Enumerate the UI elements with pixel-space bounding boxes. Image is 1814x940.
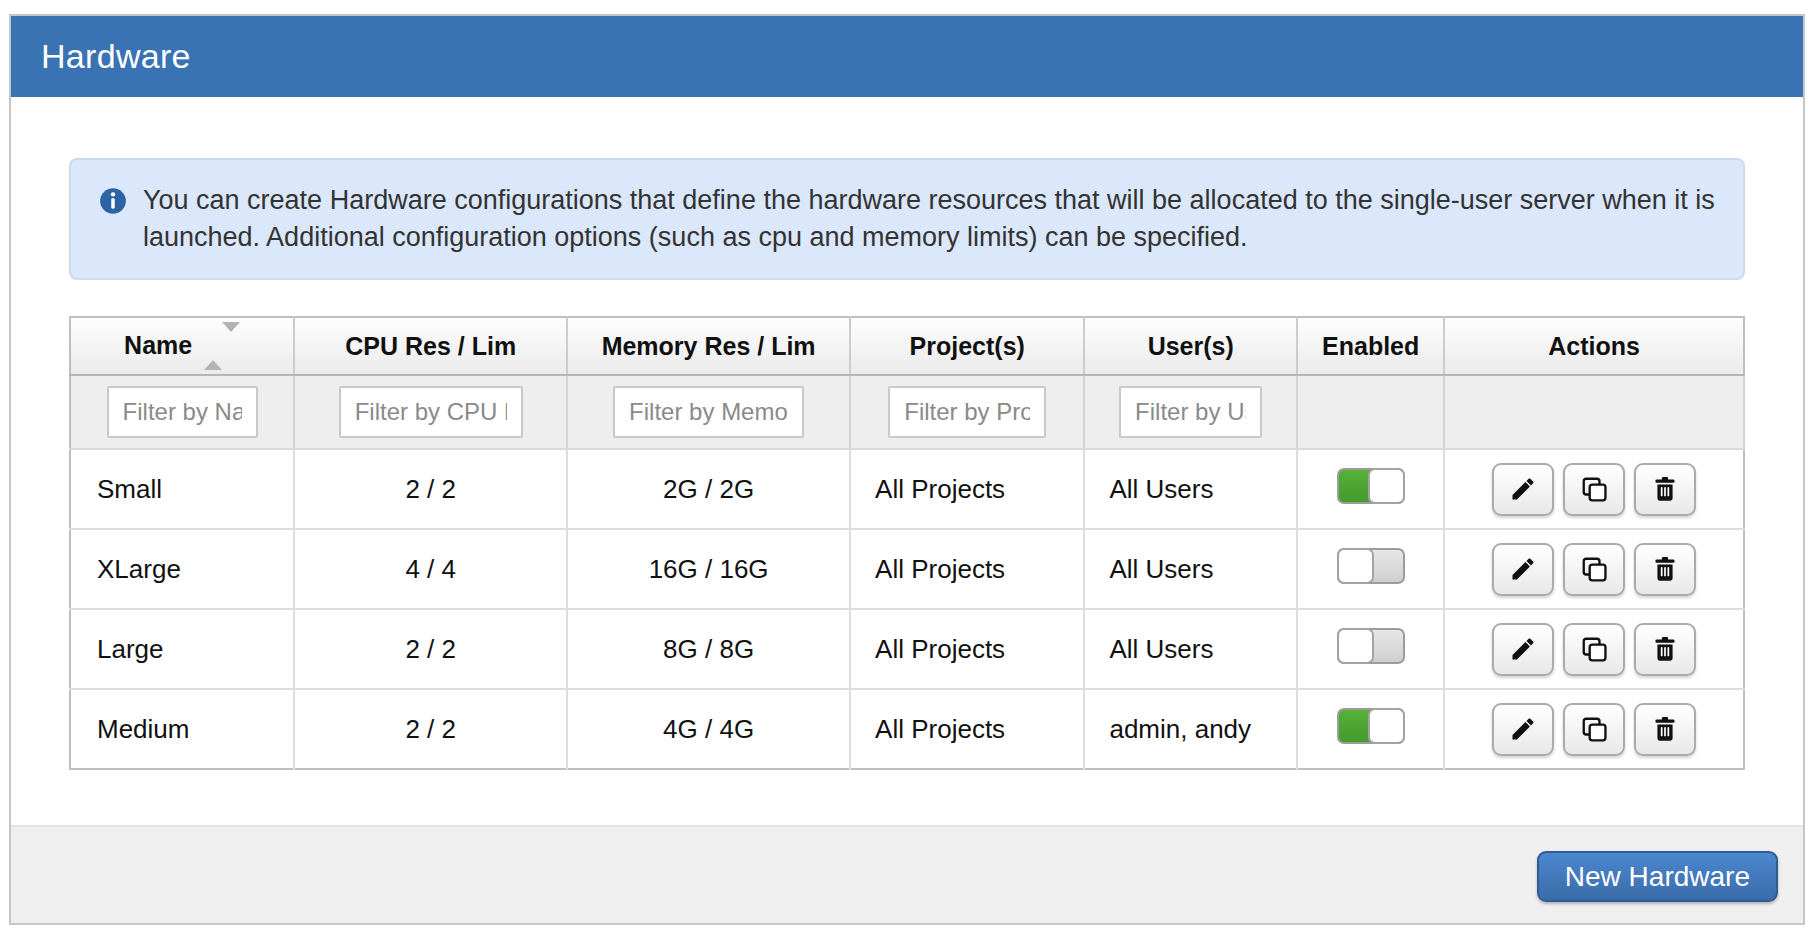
cell-cpu: 2 / 2	[294, 689, 567, 769]
column-header-enabled: Enabled	[1297, 317, 1444, 375]
cell-cpu: 2 / 2	[294, 609, 567, 689]
hardware-table-wrap: Name CPU Res / Lim Memory Res / Lim Proj…	[69, 316, 1745, 770]
cell-projects: All Projects	[850, 529, 1084, 609]
table-row: Small 2 / 2 2G / 2G All Projects All Use…	[70, 449, 1744, 529]
clone-button[interactable]	[1563, 703, 1625, 756]
copy-icon	[1580, 475, 1608, 503]
pencil-icon	[1509, 715, 1537, 743]
toggle-knob	[1368, 708, 1405, 744]
enabled-toggle[interactable]	[1337, 708, 1405, 744]
cell-cpu: 4 / 4	[294, 529, 567, 609]
filter-row	[70, 375, 1744, 449]
new-hardware-button[interactable]: New Hardware	[1537, 851, 1778, 902]
cell-memory: 4G / 4G	[567, 689, 850, 769]
cell-enabled	[1297, 449, 1444, 529]
cell-enabled	[1297, 529, 1444, 609]
panel-footer: New Hardware	[11, 825, 1803, 923]
enabled-toggle[interactable]	[1337, 628, 1405, 664]
cell-actions	[1444, 449, 1744, 529]
filter-input-memory[interactable]	[613, 386, 804, 438]
delete-button[interactable]	[1634, 623, 1696, 676]
cell-users: All Users	[1084, 609, 1297, 689]
filter-input-projects[interactable]	[888, 386, 1046, 438]
delete-button[interactable]	[1634, 463, 1696, 516]
cell-enabled	[1297, 689, 1444, 769]
column-header-actions: Actions	[1444, 317, 1744, 375]
pencil-icon	[1509, 635, 1537, 663]
clone-button[interactable]	[1563, 543, 1625, 596]
cell-memory: 8G / 8G	[567, 609, 850, 689]
sort-icon[interactable]	[204, 332, 240, 361]
alert-text: You can create Hardware configurations t…	[143, 182, 1715, 256]
edit-button[interactable]	[1492, 463, 1554, 516]
info-alert: You can create Hardware configurations t…	[69, 158, 1745, 280]
clone-button[interactable]	[1563, 623, 1625, 676]
cell-memory: 16G / 16G	[567, 529, 850, 609]
edit-button[interactable]	[1492, 703, 1554, 756]
cell-projects: All Projects	[850, 449, 1084, 529]
trash-icon	[1651, 715, 1679, 743]
column-header-name[interactable]: Name	[70, 317, 294, 375]
cell-name: Large	[70, 609, 294, 689]
trash-icon	[1651, 475, 1679, 503]
header-row: Name CPU Res / Lim Memory Res / Lim Proj…	[70, 317, 1744, 375]
cell-memory: 2G / 2G	[567, 449, 850, 529]
edit-button[interactable]	[1492, 623, 1554, 676]
column-header-users: User(s)	[1084, 317, 1297, 375]
copy-icon	[1580, 555, 1608, 583]
toggle-knob	[1368, 468, 1405, 504]
filter-input-users[interactable]	[1119, 386, 1262, 438]
column-header-memory: Memory Res / Lim	[567, 317, 850, 375]
toggle-knob	[1337, 548, 1374, 584]
page-title: Hardware	[11, 37, 191, 76]
enabled-toggle[interactable]	[1337, 468, 1405, 504]
pencil-icon	[1509, 475, 1537, 503]
enabled-toggle[interactable]	[1337, 548, 1405, 584]
cell-cpu: 2 / 2	[294, 449, 567, 529]
pencil-icon	[1509, 555, 1537, 583]
delete-button[interactable]	[1634, 703, 1696, 756]
edit-button[interactable]	[1492, 543, 1554, 596]
cell-actions	[1444, 609, 1744, 689]
cell-projects: All Projects	[850, 689, 1084, 769]
filter-cell-actions	[1444, 375, 1744, 449]
cell-name: Medium	[70, 689, 294, 769]
cell-actions	[1444, 689, 1744, 769]
table-row: XLarge 4 / 4 16G / 16G All Projects All …	[70, 529, 1744, 609]
table-row: Medium 2 / 2 4G / 4G All Projects admin,…	[70, 689, 1744, 769]
clone-button[interactable]	[1563, 463, 1625, 516]
panel-header: Hardware	[11, 16, 1803, 97]
cell-enabled	[1297, 609, 1444, 689]
copy-icon	[1580, 635, 1608, 663]
table-row: Large 2 / 2 8G / 8G All Projects All Use…	[70, 609, 1744, 689]
cell-users: All Users	[1084, 529, 1297, 609]
cell-name: XLarge	[70, 529, 294, 609]
filter-cell-enabled	[1297, 375, 1444, 449]
hardware-panel: Hardware You can create Hardware configu…	[9, 14, 1805, 925]
delete-button[interactable]	[1634, 543, 1696, 596]
trash-icon	[1651, 635, 1679, 663]
filter-input-name[interactable]	[107, 386, 258, 438]
cell-users: All Users	[1084, 449, 1297, 529]
toggle-knob	[1337, 628, 1374, 664]
info-circle-icon	[99, 187, 127, 215]
cell-actions	[1444, 529, 1744, 609]
copy-icon	[1580, 715, 1608, 743]
hardware-table: Name CPU Res / Lim Memory Res / Lim Proj…	[69, 316, 1745, 770]
cell-name: Small	[70, 449, 294, 529]
cell-projects: All Projects	[850, 609, 1084, 689]
cell-users: admin, andy	[1084, 689, 1297, 769]
filter-input-cpu[interactable]	[339, 386, 523, 438]
trash-icon	[1651, 555, 1679, 583]
column-header-cpu: CPU Res / Lim	[294, 317, 567, 375]
column-header-projects: Project(s)	[850, 317, 1084, 375]
